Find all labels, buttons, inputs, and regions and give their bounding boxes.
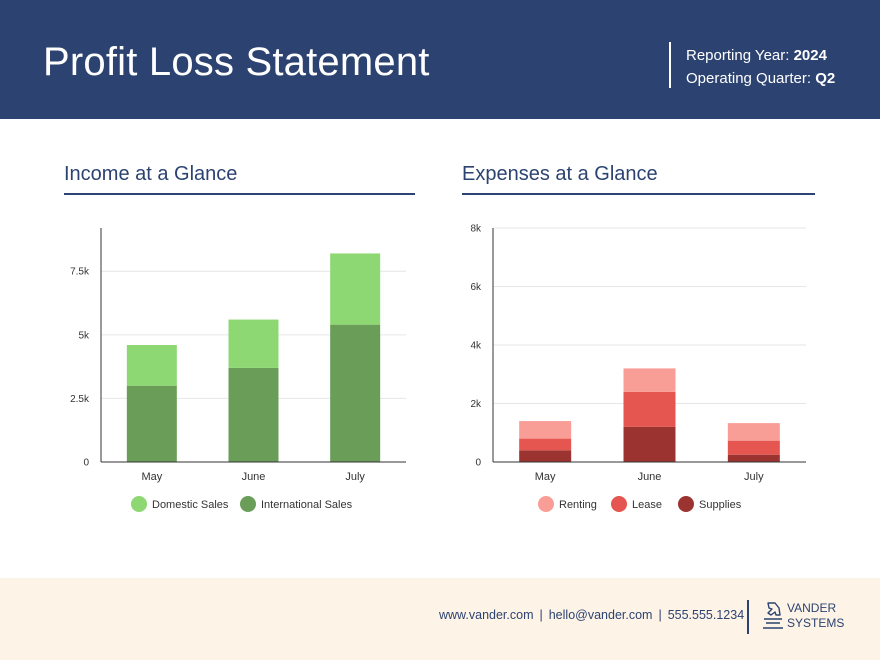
separator: | [539, 608, 543, 622]
reporting-year: Reporting Year: 2024 [686, 44, 835, 67]
logo-line-1: VANDER [787, 601, 837, 615]
legend-swatch [611, 496, 627, 512]
header-banner: Profit Loss Statement Reporting Year: 20… [0, 0, 880, 119]
bar-domestic-sales-july [330, 253, 381, 325]
expenses-section-rule [462, 193, 815, 195]
footer-contact: www.vander.com | hello@vander.com | 555.555.… [439, 608, 744, 622]
phone-number: 555.555.1234 [667, 608, 745, 622]
bar-supplies-june [623, 426, 676, 462]
bar-lease-june [623, 391, 676, 427]
legend-label: Supplies [699, 499, 742, 511]
bar-supplies-may [519, 450, 572, 462]
website-link[interactable]: www.vander.com [439, 608, 534, 622]
legend-label: International Sales [261, 499, 353, 511]
operating-quarter-label: Operating Quarter: [686, 70, 812, 87]
x-tick-label: June [242, 471, 266, 483]
x-tick-label: May [535, 471, 556, 483]
legend-swatch [131, 496, 147, 512]
y-tick-label: 8k [470, 224, 482, 235]
y-tick-label: 5k [78, 330, 90, 341]
bar-international-sales-july [330, 324, 381, 462]
y-tick-label: 2.5k [70, 394, 90, 405]
y-tick-label: 0 [475, 458, 481, 469]
bar-domestic-sales-may [126, 345, 177, 386]
x-tick-label: June [638, 471, 662, 483]
logo-line-2: SYSTEMS [787, 616, 845, 630]
bar-renting-july [727, 423, 780, 441]
legend-label: Lease [632, 499, 662, 511]
bar-international-sales-june [228, 367, 279, 462]
bar-lease-may [519, 438, 572, 451]
bar-lease-july [727, 440, 780, 455]
bar-supplies-july [727, 454, 780, 462]
reporting-year-value: 2024 [793, 47, 827, 64]
separator: | [658, 608, 662, 622]
bar-international-sales-may [126, 385, 177, 462]
y-tick-label: 0 [83, 458, 89, 469]
bar-domestic-sales-june [228, 319, 279, 368]
footer-divider [747, 600, 749, 634]
reporting-year-label: Reporting Year: [686, 47, 790, 64]
expenses-section-title: Expenses at a Glance [462, 163, 658, 185]
x-tick-label: July [744, 471, 764, 483]
legend-swatch [240, 496, 256, 512]
bar-renting-may [519, 421, 572, 439]
bar-renting-june [623, 368, 676, 392]
y-tick-label: 2k [470, 399, 482, 410]
company-logo-text: VANDER SYSTEMS [787, 601, 844, 631]
footer: www.vander.com | hello@vander.com | 555.555.… [0, 578, 880, 660]
income-section-title: Income at a Glance [64, 163, 238, 185]
header-divider [669, 42, 671, 88]
legend-swatch [678, 496, 694, 512]
y-tick-label: 6k [470, 282, 482, 293]
operating-quarter: Operating Quarter: Q2 [686, 67, 835, 90]
email-link[interactable]: hello@vander.com [548, 608, 653, 622]
page-title: Profit Loss Statement [43, 40, 430, 84]
chess-knight-icon [763, 602, 783, 629]
legend-label: Domestic Sales [152, 499, 229, 511]
operating-quarter-value: Q2 [815, 70, 836, 87]
report-meta: Reporting Year: 2024 Operating Quarter: … [686, 44, 835, 90]
x-tick-label: May [141, 471, 162, 483]
legend-swatch [538, 496, 554, 512]
y-tick-label: 4k [470, 341, 482, 352]
x-tick-label: July [345, 471, 365, 483]
y-tick-label: 7.5k [70, 267, 90, 278]
legend-label: Renting [559, 499, 597, 511]
income-section-rule [64, 193, 415, 195]
